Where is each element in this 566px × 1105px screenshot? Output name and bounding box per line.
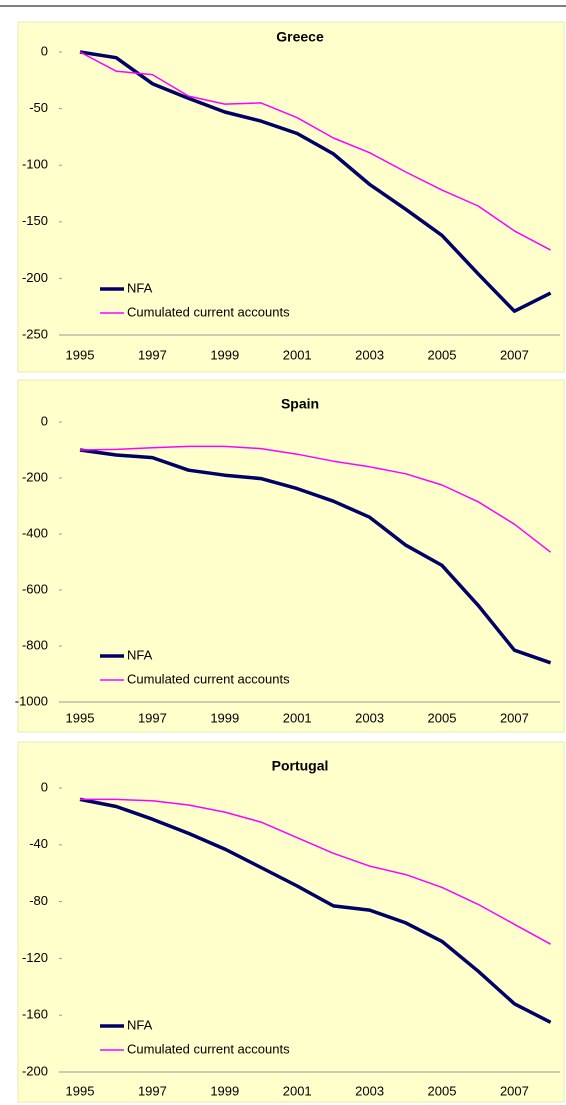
- y-tick-label: -80: [29, 893, 48, 908]
- x-tick-label: 2003: [355, 1083, 384, 1098]
- y-tick-label: 0: [41, 779, 48, 794]
- y-tick-label: -200: [22, 469, 48, 484]
- y-tick-label: -400: [22, 525, 48, 540]
- series-line: [79, 50, 552, 313]
- panel-background: [17, 741, 565, 1103]
- chart-title: Spain: [281, 396, 319, 412]
- y-tick-label: -800: [22, 637, 48, 652]
- panel-background: [17, 379, 565, 733]
- y-tick-label: -200: [22, 270, 48, 285]
- y-tick-label: -120: [22, 950, 48, 965]
- chart-title: Greece: [276, 29, 324, 45]
- y-tick-label: 0: [41, 413, 48, 428]
- y-tick-label: -50: [29, 100, 48, 115]
- x-tick-label: 2007: [500, 710, 529, 725]
- x-tick-label: 2005: [428, 347, 457, 362]
- x-tick-label: 1995: [66, 710, 95, 725]
- x-tick-label: 1999: [210, 1083, 239, 1098]
- x-tick-label: 2003: [355, 347, 384, 362]
- y-tick-label: -600: [22, 581, 48, 596]
- x-tick-label: 1997: [138, 347, 167, 362]
- x-tick-label: 1997: [138, 710, 167, 725]
- series-line: [80, 798, 551, 945]
- legend-label: NFA: [127, 280, 153, 295]
- series-line: [79, 445, 552, 553]
- x-tick-label: 2001: [283, 1083, 312, 1098]
- x-tick-label: 2005: [428, 1083, 457, 1098]
- x-tick-label: 2007: [500, 347, 529, 362]
- y-tick-label: -1000: [15, 693, 48, 708]
- legend-label: NFA: [127, 1017, 153, 1032]
- legend-label: Cumulated current accounts: [127, 304, 290, 319]
- y-tick-label: -200: [22, 1063, 48, 1078]
- y-tick-label: -250: [22, 326, 48, 341]
- series-line: [79, 51, 551, 251]
- x-tick-label: 1999: [210, 710, 239, 725]
- series-line: [79, 797, 552, 1024]
- legend-label: Cumulated current accounts: [127, 1041, 290, 1056]
- series-line: [79, 448, 552, 665]
- chart-title: Portugal: [272, 758, 329, 774]
- legend-label: NFA: [127, 647, 153, 662]
- x-tick-label: 1997: [138, 1083, 167, 1098]
- x-tick-label: 2007: [500, 1083, 529, 1098]
- x-tick-label: 2003: [355, 710, 384, 725]
- x-tick-label: 1995: [66, 1083, 95, 1098]
- x-tick-label: 1995: [66, 347, 95, 362]
- panel-background: [17, 21, 565, 373]
- y-tick-label: 0: [41, 43, 48, 58]
- y-tick-label: -40: [29, 836, 48, 851]
- y-tick-label: -160: [22, 1007, 48, 1022]
- x-tick-label: 2005: [428, 710, 457, 725]
- x-tick-label: 2001: [283, 710, 312, 725]
- x-tick-label: 1999: [210, 347, 239, 362]
- x-tick-label: 2001: [283, 347, 312, 362]
- y-tick-label: -150: [22, 213, 48, 228]
- y-tick-label: -100: [22, 157, 48, 172]
- legend-label: Cumulated current accounts: [127, 671, 290, 686]
